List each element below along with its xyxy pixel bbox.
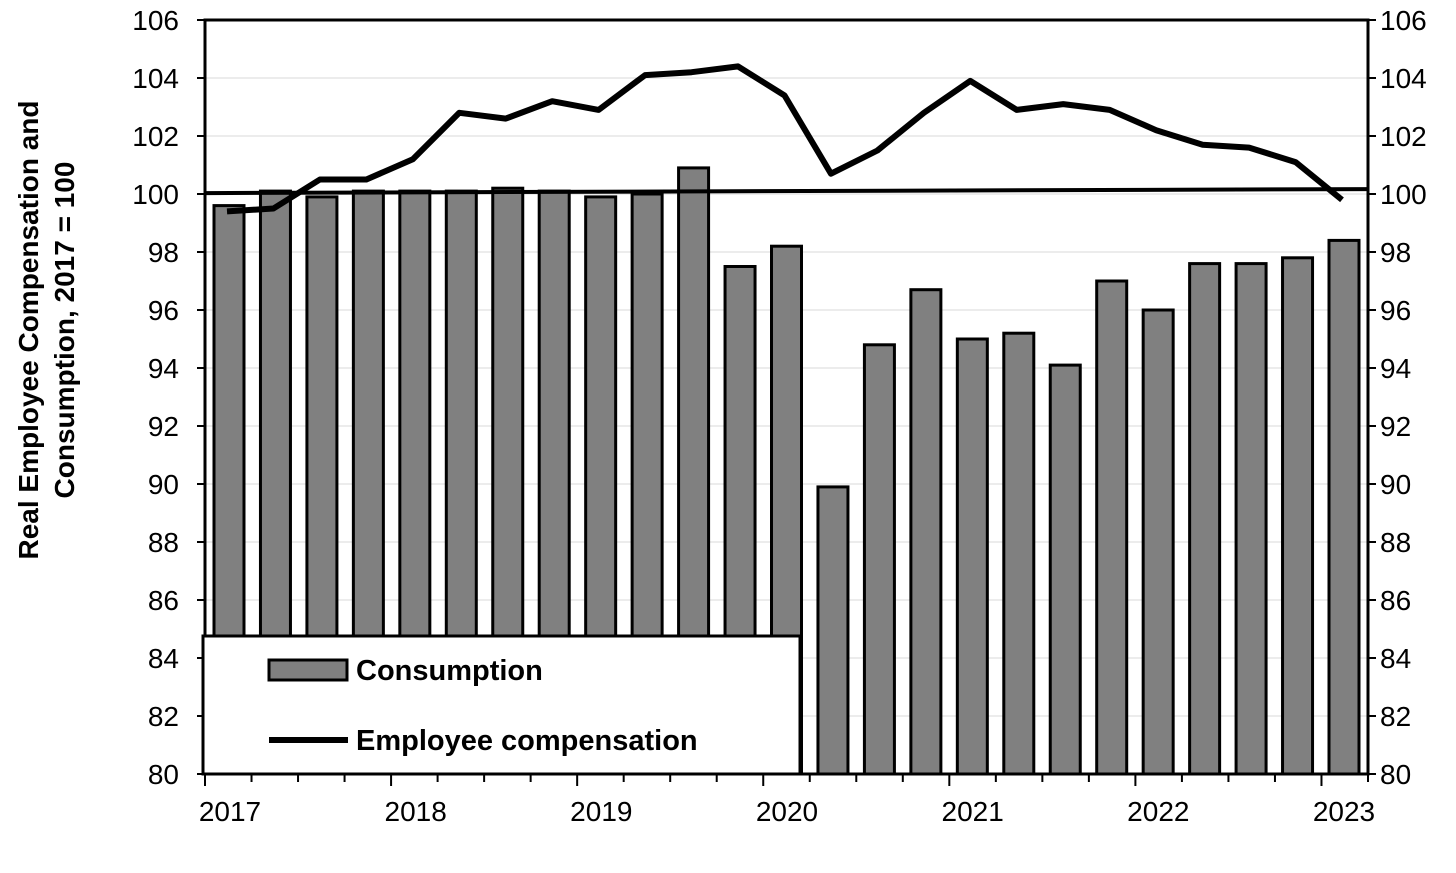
consumption-bar: [1002, 331, 1036, 776]
legend-label-consumption: Consumption: [356, 655, 543, 687]
consumption-bar: [1188, 262, 1222, 776]
left-y-tick-label: 84: [148, 643, 179, 674]
right-y-tick-label: 94: [1380, 353, 1411, 384]
y-axis-title-line-2: Consumption, 2017 = 100: [49, 162, 80, 499]
consumption-bar: [816, 485, 850, 776]
consumption-bar: [1234, 262, 1268, 776]
x-axis-ticks: 2017 2018 2019 2020 2021 2022 2023: [199, 774, 1375, 827]
left-y-axis-ticks: 80 82 84 86 88 90 92 94 96 98 100 102 104 106: [132, 5, 205, 790]
right-y-tick-label: 82: [1380, 701, 1411, 732]
consumption-bar: [909, 288, 943, 776]
legend-label-employee-compensation: Employee compensation: [356, 725, 698, 757]
left-y-tick-label: 92: [148, 411, 179, 442]
right-y-tick-label: 86: [1380, 585, 1411, 616]
consumption-bar: [1141, 308, 1175, 776]
left-y-tick-label: 82: [148, 701, 179, 732]
y-axis-title-line-1: Real Employee Compensation and: [13, 101, 44, 560]
consumption-bar: [1281, 256, 1315, 776]
left-y-tick-label: 90: [148, 469, 179, 500]
left-y-tick-label: 80: [148, 759, 179, 790]
x-tick-label: 2022: [1127, 796, 1189, 827]
consumption-bar: [1095, 279, 1129, 776]
left-y-tick-label: 102: [132, 121, 179, 152]
right-y-axis-ticks: 80 82 84 86 88 90 92 94 96 98 100 102 104 106: [1368, 5, 1427, 790]
reference-line-100: [204, 187, 1369, 196]
consumption-bar: [862, 343, 896, 776]
x-tick-label: 2018: [385, 796, 447, 827]
right-y-tick-label: 98: [1380, 237, 1411, 268]
right-y-tick-label: 104: [1380, 63, 1427, 94]
consumption-bar: [1048, 363, 1082, 776]
x-tick-label: 2021: [942, 796, 1004, 827]
left-y-tick-label: 94: [148, 353, 179, 384]
legend-swatch-consumption: [267, 658, 349, 682]
right-y-tick-label: 106: [1380, 5, 1427, 36]
right-y-tick-label: 102: [1380, 121, 1427, 152]
left-y-tick-label: 104: [132, 63, 179, 94]
right-y-tick-label: 96: [1380, 295, 1411, 326]
x-tick-label: 2017: [199, 796, 261, 827]
right-y-tick-label: 90: [1380, 469, 1411, 500]
legend: Consumption Employee compensation: [201, 634, 802, 776]
consumption-bar: [955, 337, 989, 776]
x-tick-label: 2023: [1313, 796, 1375, 827]
right-y-tick-label: 92: [1380, 411, 1411, 442]
left-y-tick-label: 96: [148, 295, 179, 326]
left-y-tick-label: 106: [132, 5, 179, 36]
left-y-tick-label: 100: [132, 179, 179, 210]
left-y-tick-label: 88: [148, 527, 179, 558]
consumption-bar: [1327, 238, 1361, 776]
right-y-tick-label: 100: [1380, 179, 1427, 210]
left-y-tick-label: 98: [148, 237, 179, 268]
right-y-tick-label: 84: [1380, 643, 1411, 674]
employee-compensation-line: [226, 63, 1344, 215]
x-tick-label: 2019: [570, 796, 632, 827]
right-y-tick-label: 88: [1380, 527, 1411, 558]
x-tick-label: 2020: [756, 796, 818, 827]
right-y-tick-label: 80: [1380, 759, 1411, 790]
left-y-tick-label: 86: [148, 585, 179, 616]
y-axis-title: Real Employee Compensation and Consumpti…: [13, 101, 80, 560]
